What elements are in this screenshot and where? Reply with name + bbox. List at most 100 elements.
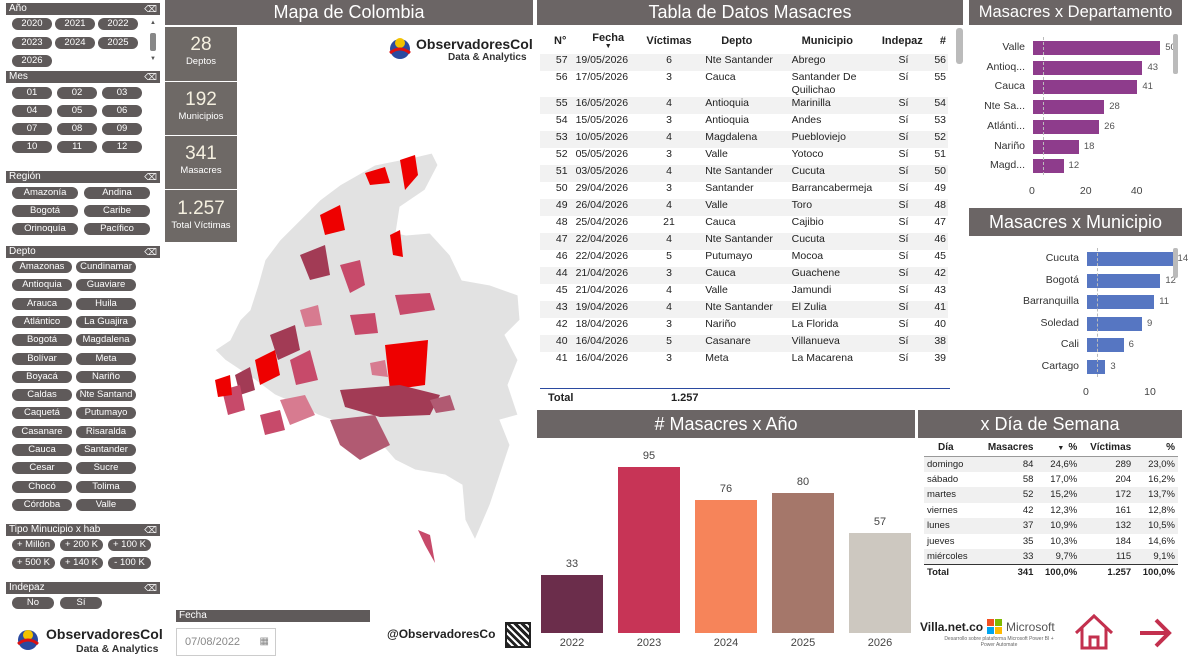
filter-mes-option[interactable]: 07 (12, 123, 52, 135)
filter-indepaz-option[interactable]: No (12, 597, 54, 609)
filter-depto-option[interactable]: Meta (76, 352, 136, 365)
filter-depto-option[interactable]: Guaviare (76, 279, 136, 292)
filter-anio-option[interactable]: 2026 (12, 55, 52, 67)
filter-indepaz-option[interactable]: Sí (60, 597, 102, 609)
table-row[interactable]: 52 05/05/2026 3 Valle Yotoco Sí 51 (540, 148, 948, 165)
chart-scrollbar[interactable] (1173, 34, 1178, 74)
table-row[interactable]: 40 16/04/2026 5 Casanare Villanueva Sí 38 (540, 335, 948, 352)
next-arrow-icon[interactable] (1138, 616, 1174, 650)
filter-mes-option[interactable]: 01 (12, 87, 52, 99)
filter-depto-option[interactable]: Boyacá (12, 370, 72, 383)
table-row[interactable]: 46 22/04/2026 5 Putumayo Mocoa Sí 45 (540, 250, 948, 267)
filter-mes-option[interactable]: 04 (12, 105, 52, 117)
col-fecha[interactable]: Fecha ▼ (574, 28, 643, 54)
col-municipio[interactable]: Municipio (801, 35, 853, 47)
filter-tipo-option[interactable]: + 140 K (60, 557, 103, 569)
villa-logo[interactable]: Villa.net.co (920, 620, 984, 634)
eraser-icon[interactable]: ⌫ (144, 172, 157, 182)
filter-depto-option[interactable]: Magdalena (76, 334, 136, 347)
bar[interactable] (1087, 273, 1161, 288)
bar[interactable] (1033, 119, 1100, 134)
table-row[interactable]: 42 18/04/2026 3 Nariño La Florida Sí 40 (540, 318, 948, 335)
filter-depto-option[interactable]: Nariño (76, 370, 136, 383)
bar[interactable] (1087, 316, 1142, 331)
table-row[interactable]: 51 03/05/2026 4 Nte Santander Cucuta Sí 50 (540, 165, 948, 182)
filter-anio-option[interactable]: 2025 (98, 37, 138, 49)
table-row[interactable]: 50 29/04/2026 3 Santander Barrancabermeja Sí 4… (540, 182, 948, 199)
filter-mes-option[interactable]: 11 (57, 141, 97, 153)
filter-depto-option[interactable]: Cundinamar (76, 261, 136, 273)
filter-depto-option[interactable]: Nte Santand (76, 389, 136, 402)
col-victimas[interactable]: Víctimas (646, 35, 692, 47)
filter-depto-option[interactable]: Putumayo (76, 407, 136, 420)
table-row[interactable]: martes 52 15,2% 172 13,7% (924, 487, 1178, 503)
filter-mes-option[interactable]: 08 (57, 123, 97, 135)
col-n[interactable]: N° (554, 35, 567, 47)
table-row[interactable]: 55 16/05/2026 4 Antioquia Marinilla Sí 54 (540, 97, 948, 114)
scroll-up-icon[interactable]: ▲ (150, 20, 156, 26)
filter-anio-option[interactable]: 2021 (55, 18, 95, 30)
filter-depto-option[interactable]: Antioquia (12, 279, 72, 292)
filter-tipo-option[interactable]: + 500 K (12, 557, 55, 569)
bar[interactable] (1087, 338, 1124, 352)
col-masacres[interactable]: Masacres (987, 442, 1034, 454)
filter-depto-option[interactable]: Cesar (12, 462, 72, 475)
dia-table[interactable]: Día Masacres ▼% Víctimas % domingo 84 24,6… (924, 440, 1178, 580)
eraser-icon[interactable]: ⌫ (144, 4, 157, 14)
table-row[interactable]: 53 10/05/2026 4 Magdalena Puebloviejo Sí 52 (540, 131, 948, 148)
bar[interactable] (1033, 80, 1138, 95)
filter-depto-option[interactable]: La Guajira (76, 315, 136, 328)
bar[interactable] (1033, 100, 1105, 115)
filter-region-option[interactable]: Amazonía (12, 187, 78, 199)
bar[interactable] (1033, 41, 1161, 55)
year-bar[interactable] (772, 493, 834, 633)
filter-mes-option[interactable]: 12 (102, 141, 142, 153)
year-bar[interactable] (695, 500, 757, 633)
table-row[interactable]: 57 19/05/2026 6 Nte Santander Abrego Sí 56 (540, 54, 948, 71)
filter-anio-option[interactable]: 2024 (55, 37, 95, 49)
filter-depto-option[interactable]: Bolívar (12, 352, 72, 365)
year-bar[interactable] (849, 533, 911, 633)
filter-tipo-option[interactable]: + 100 K (108, 539, 151, 551)
filter-depto-option[interactable]: Caquetá (12, 407, 72, 420)
filter-depto-option[interactable]: Amazonas (12, 261, 72, 273)
filter-depto-option[interactable]: Caldas (12, 389, 72, 402)
year-bar[interactable] (541, 575, 603, 633)
table-row[interactable]: 41 16/04/2026 3 Meta La Macarena Sí 39 (540, 352, 948, 369)
bar[interactable] (1087, 359, 1106, 374)
col-num[interactable]: # (939, 35, 946, 47)
table-row[interactable]: sábado 58 17,0% 204 16,2% (924, 471, 1178, 487)
home-icon[interactable] (1073, 613, 1115, 651)
filter-depto-option[interactable]: Risaralda (76, 425, 136, 438)
filter-depto-option[interactable]: Santander (76, 444, 136, 456)
col-depto[interactable]: Depto (721, 35, 753, 47)
filter-mes-option[interactable]: 06 (102, 105, 142, 117)
twitter-handle[interactable]: @ObservadoresCo (387, 627, 496, 641)
filter-mes-option[interactable]: 03 (102, 87, 142, 99)
filter-scrollbar[interactable] (150, 33, 156, 51)
filter-depto-option[interactable]: Casanare (12, 425, 72, 438)
eraser-icon[interactable]: ⌫ (144, 247, 157, 257)
bar[interactable] (1033, 60, 1143, 75)
filter-depto-option[interactable]: Córdoba (12, 498, 72, 511)
bar[interactable] (1033, 139, 1079, 154)
col-pct2[interactable]: % (1166, 442, 1175, 454)
col-victimas[interactable]: Víctimas (1090, 442, 1132, 454)
table-row[interactable]: 45 21/04/2026 4 Valle Jamundi Sí 43 (540, 284, 948, 301)
filter-region-option[interactable]: Orinoquía (12, 223, 78, 235)
filter-depto-option[interactable]: Chocó (12, 480, 72, 493)
filter-mes-option[interactable]: 02 (57, 87, 97, 99)
bar[interactable] (1087, 295, 1155, 309)
table-row[interactable]: 56 17/05/2026 3 Cauca Santander De Quilichao… (540, 71, 948, 97)
col-indepaz[interactable]: Indepaz (881, 35, 923, 47)
filter-depto-option[interactable]: Sucre (76, 462, 136, 475)
table-row[interactable]: 49 26/04/2026 4 Valle Toro Sí 48 (540, 199, 948, 216)
filter-tipo-option[interactable]: + Millón (12, 539, 55, 551)
year-chart[interactable]: 33 2022 95 2023 76 2024 80 2025 57 2026 (537, 440, 915, 658)
masacres-table[interactable]: N° Fecha ▼ Víctimas Depto Municipio Indep… (540, 28, 952, 388)
scroll-down-icon[interactable]: ▼ (150, 56, 156, 62)
col-pct[interactable]: ▼% (1057, 442, 1078, 454)
table-row[interactable]: viernes 42 12,3% 161 12,8% (924, 502, 1178, 518)
filter-mes-option[interactable]: 10 (12, 141, 52, 153)
filter-region-option[interactable]: Caribe (84, 205, 150, 217)
